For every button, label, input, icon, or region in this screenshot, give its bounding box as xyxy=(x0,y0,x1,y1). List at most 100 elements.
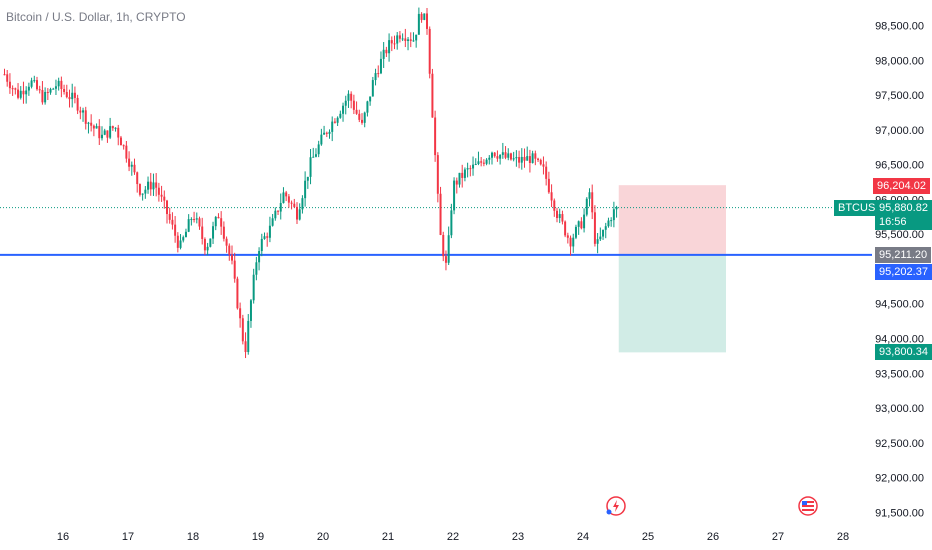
price-tick-label: 91,500.00 xyxy=(875,507,924,519)
candle-up xyxy=(577,221,580,227)
candle-up xyxy=(54,86,57,89)
bar-countdown: 16:56 xyxy=(879,216,907,228)
candle-down xyxy=(390,40,393,44)
candle-down xyxy=(160,194,163,197)
candle-down xyxy=(358,113,361,120)
time-tick-label: 28 xyxy=(837,531,849,543)
price-tick-label: 92,500.00 xyxy=(875,438,924,450)
price-axis: 98,500.00 98,000.00 97,500.00 97,000.00 96,5… xyxy=(875,21,924,520)
price-tick-label: 94,500.00 xyxy=(875,299,924,311)
chart-title: Bitcoin / U.S. Dollar, 1h, CRYPTO xyxy=(6,10,186,24)
time-tick-label: 20 xyxy=(317,531,329,543)
candle-down xyxy=(547,178,550,193)
candle-down xyxy=(361,119,363,123)
candle-up xyxy=(363,112,366,123)
candle-down xyxy=(404,38,407,41)
candle-up xyxy=(187,219,190,232)
candle-up xyxy=(512,158,515,160)
candle-down xyxy=(22,90,25,95)
price-tick-label: 97,500.00 xyxy=(875,90,924,102)
candle-down xyxy=(325,132,328,134)
candle-down xyxy=(296,206,298,220)
candle-down xyxy=(355,109,358,114)
candle-down xyxy=(65,91,68,98)
candle-up xyxy=(401,38,404,40)
candle-up xyxy=(301,198,304,210)
candle-down xyxy=(8,81,11,89)
candle-down xyxy=(136,172,139,185)
candle-up xyxy=(19,90,22,98)
candle-up xyxy=(339,113,342,118)
candle-down xyxy=(550,192,553,201)
candle-down xyxy=(428,28,431,74)
long-position-tool xyxy=(618,185,726,353)
candle-up xyxy=(417,13,420,35)
candle-up xyxy=(147,181,150,190)
time-tick-label: 16 xyxy=(57,531,69,543)
candle-up xyxy=(182,237,185,241)
candle-up xyxy=(274,210,277,219)
candle-down xyxy=(285,192,288,197)
candle-up xyxy=(499,154,502,159)
candle-up xyxy=(184,231,187,238)
candle-down xyxy=(233,260,236,279)
candle-up xyxy=(130,164,133,167)
candle-down xyxy=(60,80,63,90)
candle-down xyxy=(198,218,201,227)
candle-up xyxy=(371,80,374,97)
candle-up xyxy=(477,161,480,165)
lightning-event-icon[interactable] xyxy=(606,496,626,516)
candle-up xyxy=(607,220,610,227)
candle-down xyxy=(566,235,569,238)
candle-up xyxy=(49,89,52,93)
candle-down xyxy=(564,221,567,236)
candle-down xyxy=(553,200,556,211)
candle-down xyxy=(442,234,445,257)
candle-up xyxy=(144,189,147,194)
candle-down xyxy=(455,180,458,185)
candle-down xyxy=(125,145,128,159)
candle-up xyxy=(520,156,523,163)
time-tick-label: 24 xyxy=(577,531,589,543)
last-price-tag: 95,880.82 16:56 xyxy=(875,200,932,230)
candle-down xyxy=(38,89,41,91)
candle-down xyxy=(377,73,380,75)
candle-up xyxy=(179,240,182,248)
candle-up xyxy=(268,225,271,238)
candle-down xyxy=(98,126,101,139)
candle-down xyxy=(17,89,20,98)
candle-up xyxy=(531,153,534,163)
take-profit-zone[interactable] xyxy=(618,254,726,353)
candle-up xyxy=(453,180,456,211)
candle-down xyxy=(528,156,531,163)
candle-down xyxy=(580,221,583,229)
candle-up xyxy=(474,164,477,166)
events-layer xyxy=(606,496,818,516)
candle-down xyxy=(241,318,244,342)
candle-up xyxy=(415,34,418,41)
candle-down xyxy=(266,236,269,238)
candle-up xyxy=(491,152,493,158)
candle-down xyxy=(556,210,558,219)
candle-down xyxy=(439,193,442,235)
time-tick-label: 17 xyxy=(122,531,134,543)
candle-down xyxy=(352,100,355,110)
candle-up xyxy=(263,236,266,239)
candle-up xyxy=(103,130,106,135)
candle-down xyxy=(431,73,434,118)
candle-up xyxy=(331,121,334,132)
stop-loss-zone[interactable] xyxy=(618,185,726,255)
candle-up xyxy=(25,90,28,95)
candle-down xyxy=(561,214,564,222)
candle-up xyxy=(412,40,415,42)
candle-down xyxy=(203,238,206,251)
entry-price-tag: 95,211.20 xyxy=(875,247,932,263)
candle-up xyxy=(206,246,209,251)
candle-down xyxy=(106,130,109,138)
candle-up xyxy=(57,80,60,87)
price-tick-label: 97,000.00 xyxy=(875,125,924,137)
us-flag-event-icon[interactable] xyxy=(798,496,818,516)
candle-up xyxy=(282,192,285,204)
candle-up xyxy=(247,320,250,353)
